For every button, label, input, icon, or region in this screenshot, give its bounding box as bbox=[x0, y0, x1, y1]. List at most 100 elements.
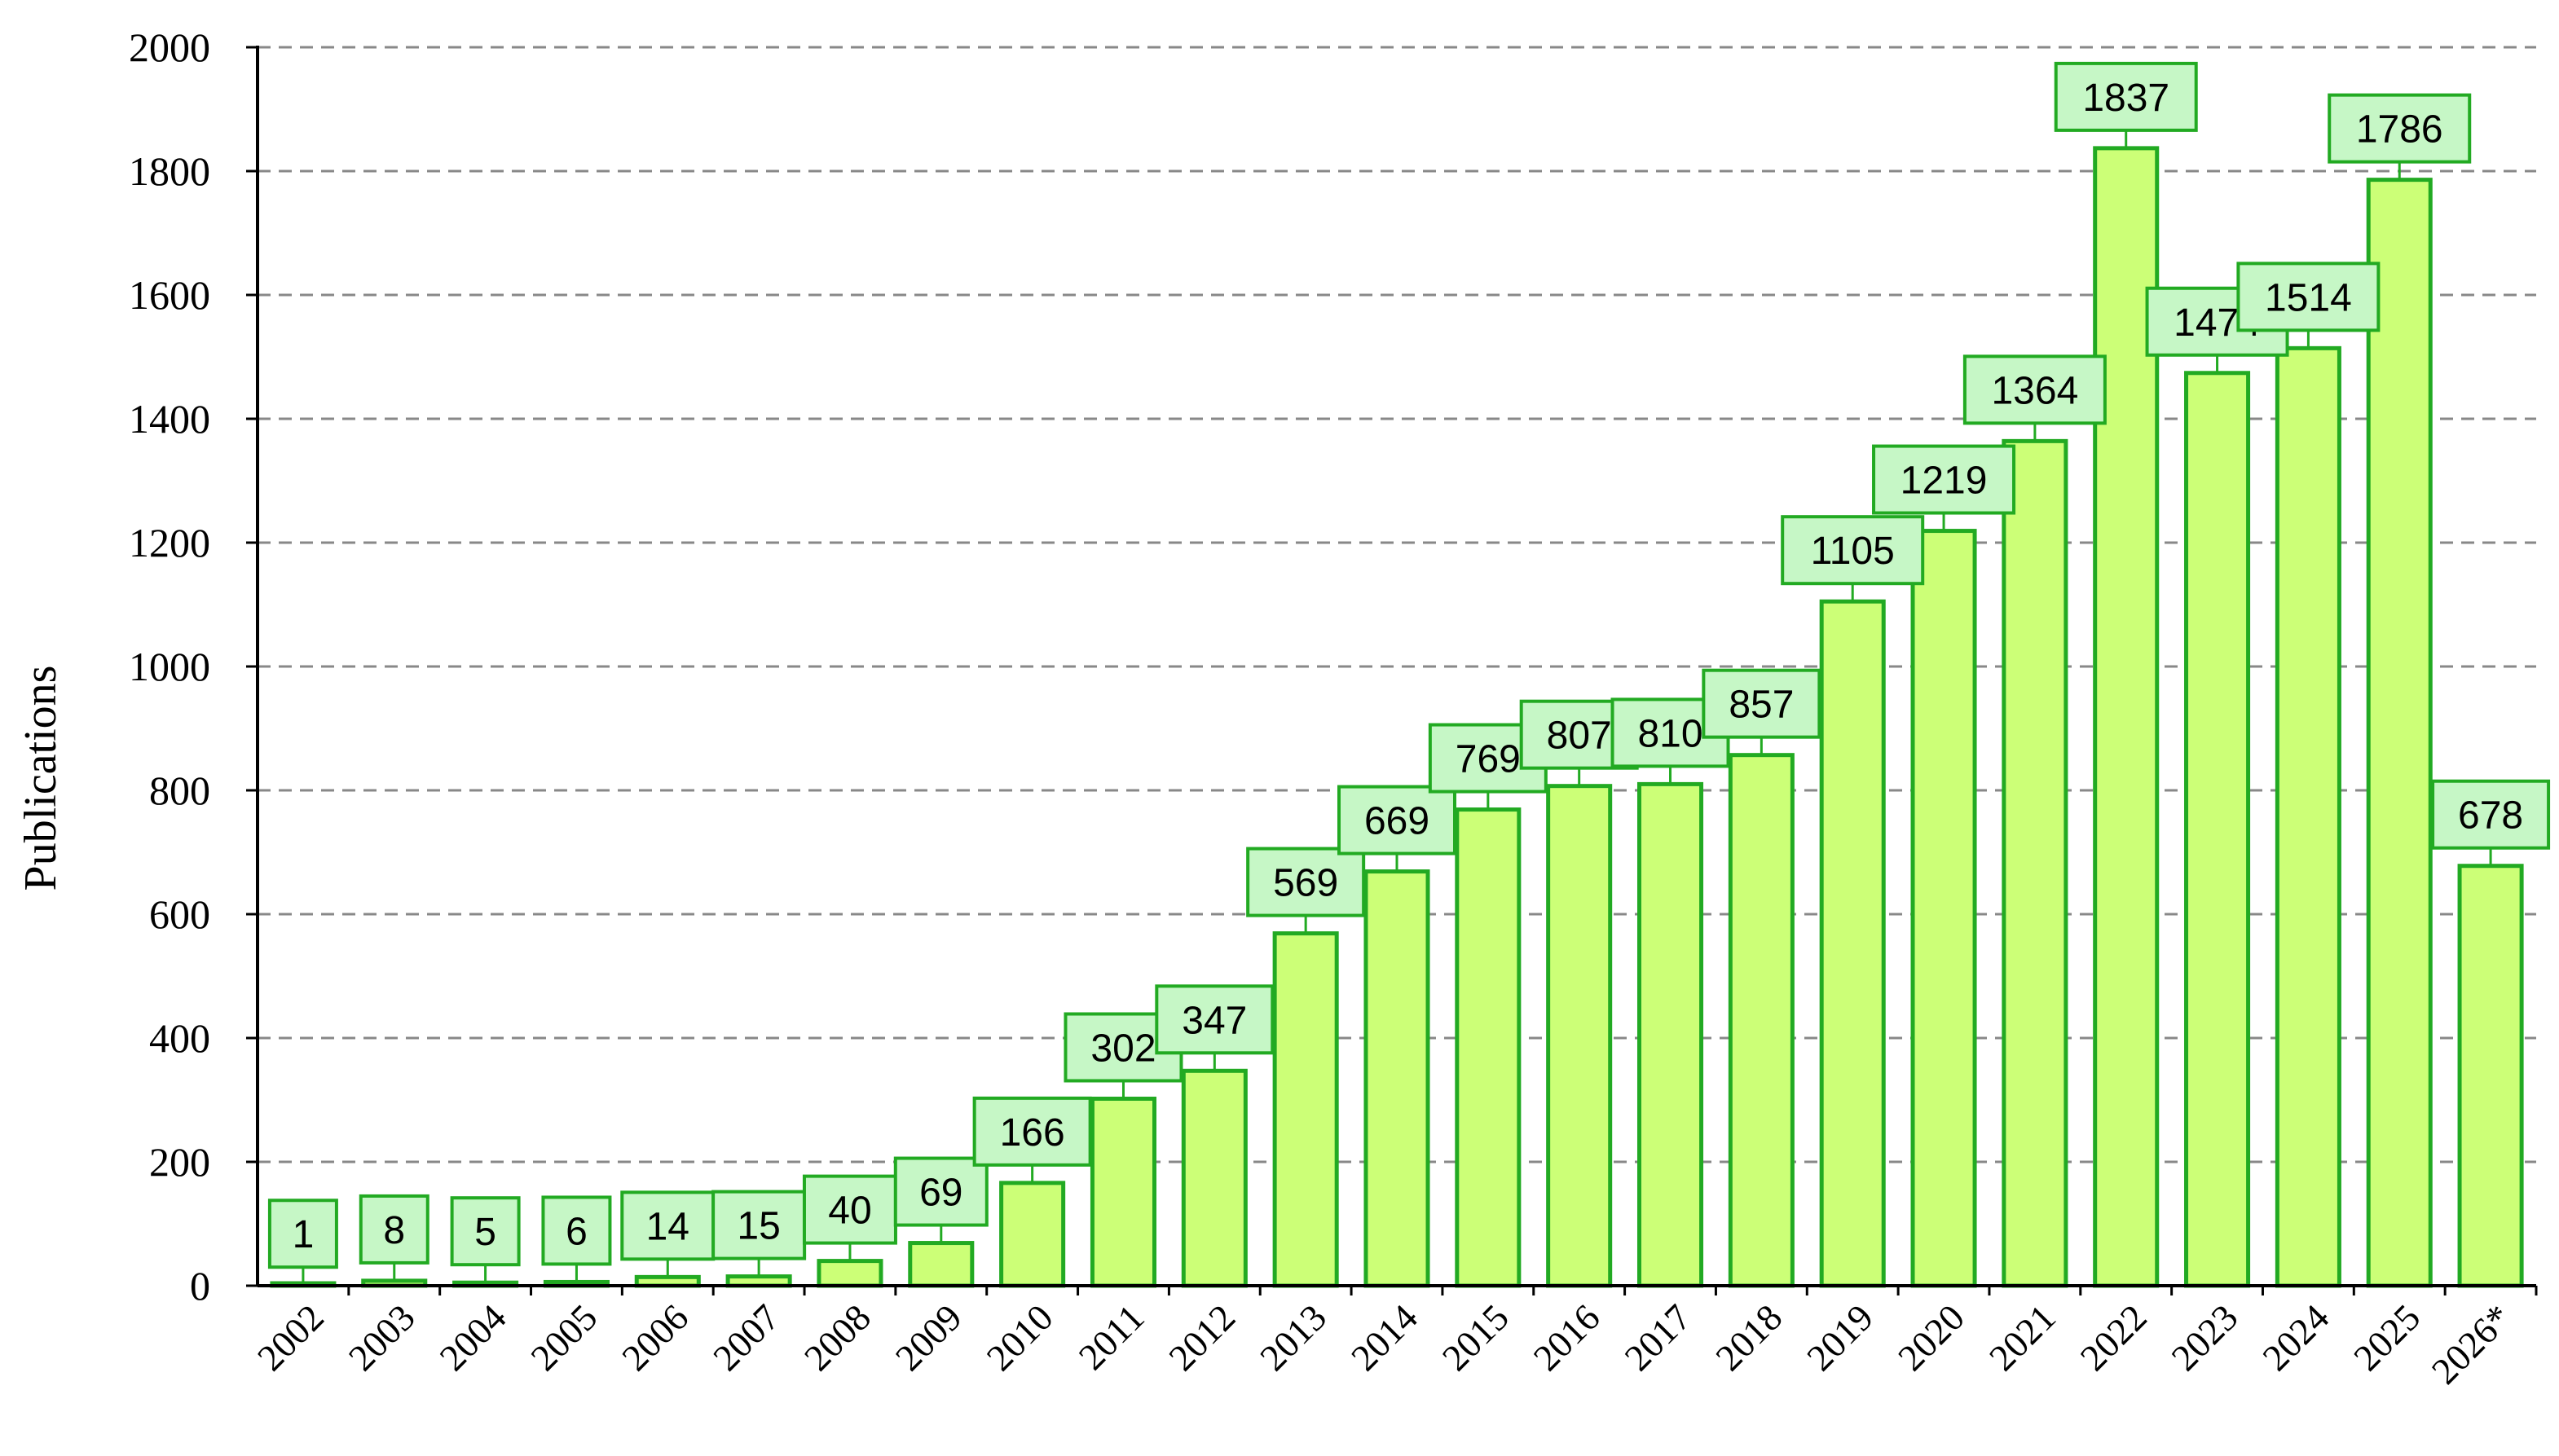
y-tick-label: 200 bbox=[149, 1139, 210, 1185]
x-tick-label: 2026* bbox=[2424, 1296, 2519, 1392]
x-tick-label: 2025 bbox=[2345, 1296, 2428, 1379]
data-label-text: 166 bbox=[1000, 1111, 1065, 1155]
bar-2019 bbox=[1819, 599, 1886, 1288]
bar-2015 bbox=[1455, 807, 1522, 1288]
bar-2017 bbox=[1636, 781, 1704, 1288]
data-label-text: 6 bbox=[566, 1210, 588, 1253]
bar-2013 bbox=[1272, 931, 1339, 1288]
data-label-text: 769 bbox=[1456, 738, 1521, 781]
data-label-text: 807 bbox=[1547, 715, 1612, 758]
data-labels: 1 8 5 6 14 15 40 69 166 302 347 569 669 769 807 810 857 1… bbox=[267, 61, 2551, 1286]
x-tick-label: 2019 bbox=[1799, 1296, 1881, 1379]
data-label-text: 1219 bbox=[1901, 460, 1988, 503]
data-label-box bbox=[359, 1194, 429, 1265]
y-tick-label: 1400 bbox=[129, 396, 210, 442]
bar-2023 bbox=[2184, 371, 2251, 1288]
data-label-text: 1786 bbox=[2356, 108, 2443, 152]
data-label-text: 69 bbox=[919, 1172, 962, 1215]
data-label-text: 8 bbox=[383, 1209, 405, 1252]
data-label-box bbox=[2054, 61, 2198, 132]
data-label-2005: 6 bbox=[541, 1195, 612, 1282]
data-label-2014: 669 bbox=[1337, 785, 1456, 872]
data-label-2007: 15 bbox=[711, 1190, 807, 1277]
x-tick-label: 2004 bbox=[432, 1296, 514, 1379]
x-tick-label: 2022 bbox=[2072, 1296, 2155, 1379]
data-label-2004: 5 bbox=[450, 1196, 521, 1283]
data-label-box bbox=[450, 1196, 521, 1267]
data-label-text: 569 bbox=[1273, 862, 1338, 905]
data-label-text: 857 bbox=[1729, 684, 1794, 727]
data-label-text: 302 bbox=[1090, 1027, 1156, 1070]
x-tick-label: 2002 bbox=[249, 1296, 332, 1379]
bar-2024 bbox=[2275, 345, 2341, 1288]
bars bbox=[270, 146, 2524, 1288]
bar-2012 bbox=[1181, 1068, 1248, 1288]
data-label-2012: 347 bbox=[1155, 984, 1275, 1071]
data-label-2010: 166 bbox=[972, 1096, 1092, 1183]
data-label-2024: 1514 bbox=[2236, 262, 2381, 349]
x-tick-label: 2016 bbox=[1526, 1296, 1608, 1379]
data-label-box bbox=[1337, 785, 1456, 856]
x-tick-label: 2014 bbox=[1343, 1296, 1425, 1379]
x-tick-label: 2023 bbox=[2164, 1296, 2246, 1379]
x-tick-label: 2013 bbox=[1252, 1296, 1334, 1379]
data-label-box bbox=[893, 1156, 989, 1227]
bar-2014 bbox=[1363, 869, 1430, 1288]
axes bbox=[246, 46, 2538, 1295]
data-label-2002: 1 bbox=[267, 1199, 338, 1286]
y-tick-labels: 0 200 400 600 800 1000 1200 1400 1600 1800 2000 bbox=[129, 24, 210, 1309]
bar-2010 bbox=[999, 1181, 1066, 1288]
y-tick-label: 400 bbox=[149, 1015, 210, 1061]
y-tick-label: 0 bbox=[190, 1263, 210, 1309]
bar-2026* bbox=[2457, 864, 2524, 1288]
data-label-2026*: 678 bbox=[2431, 779, 2551, 866]
x-tick-label: 2020 bbox=[1890, 1296, 1972, 1379]
data-label-box bbox=[1872, 444, 2016, 515]
x-tick-label: 2018 bbox=[1707, 1296, 1790, 1379]
x-tick-label: 2007 bbox=[705, 1296, 787, 1379]
x-tick-label: 2008 bbox=[796, 1296, 879, 1379]
data-label-text: 1837 bbox=[2082, 77, 2169, 120]
x-tick-label: 2021 bbox=[1981, 1296, 2063, 1379]
x-tick-label: 2012 bbox=[1161, 1296, 1243, 1379]
data-label-2003: 8 bbox=[359, 1194, 429, 1281]
bar-2009 bbox=[908, 1241, 975, 1288]
data-label-box bbox=[620, 1190, 716, 1261]
data-label-box bbox=[1155, 984, 1275, 1055]
data-label-text: 1 bbox=[293, 1213, 315, 1256]
data-label-text: 40 bbox=[828, 1190, 871, 1233]
data-label-2022: 1837 bbox=[2054, 61, 2198, 148]
x-tick-label: 2006 bbox=[614, 1296, 696, 1379]
y-tick-label: 1800 bbox=[129, 148, 210, 194]
data-label-box bbox=[267, 1199, 338, 1269]
data-label-2006: 14 bbox=[620, 1190, 716, 1278]
x-tick-label: 2024 bbox=[2254, 1296, 2337, 1379]
data-label-text: 15 bbox=[737, 1205, 780, 1248]
data-label-text: 1514 bbox=[2265, 276, 2352, 319]
x-tick-label: 2003 bbox=[341, 1296, 423, 1379]
data-label-2018: 857 bbox=[1702, 668, 1821, 755]
bar-2008 bbox=[817, 1259, 883, 1288]
data-label-2013: 569 bbox=[1246, 847, 1366, 934]
bar-2016 bbox=[1546, 784, 1613, 1288]
data-label-text: 678 bbox=[2458, 794, 2523, 838]
bar-2020 bbox=[1910, 529, 1977, 1288]
data-label-text: 14 bbox=[646, 1205, 689, 1248]
data-label-text: 1105 bbox=[1811, 530, 1895, 573]
data-label-text: 5 bbox=[474, 1211, 496, 1254]
bar-2011 bbox=[1090, 1096, 1157, 1288]
data-label-text: 1364 bbox=[1991, 369, 2078, 412]
data-label-box bbox=[1246, 847, 1366, 917]
data-label-text: 347 bbox=[1182, 999, 1247, 1042]
y-tick-label: 1000 bbox=[129, 644, 210, 689]
data-label-2009: 69 bbox=[893, 1156, 989, 1243]
data-label-2020: 1219 bbox=[1872, 444, 2016, 531]
bar-2018 bbox=[1728, 753, 1795, 1288]
data-label-box bbox=[2236, 262, 2381, 332]
data-label-box bbox=[972, 1096, 1092, 1167]
x-tick-label: 2009 bbox=[888, 1296, 970, 1379]
data-label-box bbox=[1962, 354, 2107, 425]
x-tick-label: 2015 bbox=[1434, 1296, 1517, 1379]
x-tick-labels: 2002 2003 2004 2005 2006 2007 2008 2009 2010 2011… bbox=[249, 1296, 2519, 1392]
